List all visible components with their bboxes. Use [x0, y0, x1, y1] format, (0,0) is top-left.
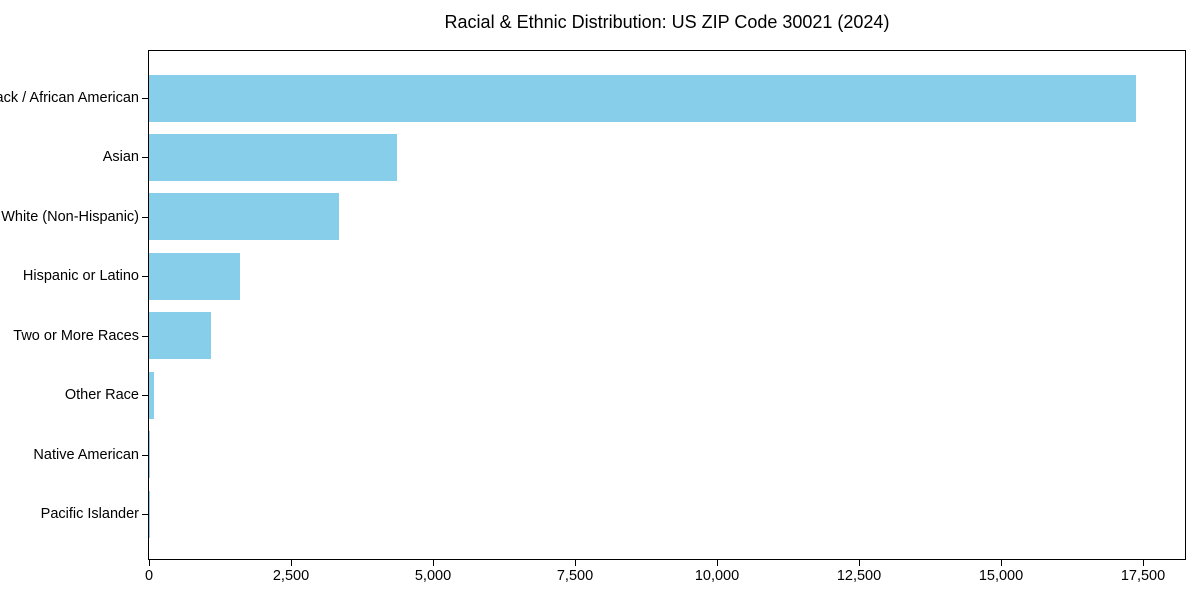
plot-area	[148, 50, 1186, 560]
bar-two-or-more-races	[149, 312, 211, 360]
x-tick-mark-5000	[433, 560, 434, 566]
bar-white-non-hispanic	[149, 193, 339, 241]
y-tick-mark-native-american	[142, 454, 148, 456]
x-tick-label-5000: 5,000	[414, 568, 452, 584]
y-tick-label-asian: Asian	[102, 149, 139, 166]
y-tick-mark-pacific-islander	[142, 514, 148, 515]
x-tick-mark-12500	[859, 560, 860, 566]
y-tick-mark-asian	[142, 157, 148, 159]
y-tick-mark-black-african-american	[142, 98, 148, 99]
x-tick-mark-10000	[717, 560, 718, 566]
y-tick-label-black-african-american: Black / African American	[0, 89, 139, 106]
x-tick-label-15000: 15,000	[978, 568, 1024, 584]
y-tick-label-pacific-islander: Pacific Islander	[40, 505, 139, 522]
bar-hispanic-or-latino	[149, 252, 240, 300]
bar-black-african-american	[149, 74, 1136, 122]
bar-other-race	[149, 371, 155, 419]
x-tick-label-10000: 10,000	[694, 568, 740, 584]
y-tick-mark-white-non-hispanic	[142, 216, 148, 218]
x-tick-label-7500: 7,500	[556, 568, 594, 584]
y-tick-mark-hispanic-or-latino	[142, 276, 148, 278]
y-tick-label-native-american: Native American	[33, 446, 139, 463]
x-tick-mark-0	[149, 560, 150, 566]
chart-title: Racial & Ethnic Distribution: US ZIP Cod…	[444, 12, 890, 32]
bar-asian	[149, 133, 398, 181]
bar-native-american	[149, 431, 151, 479]
x-tick-label-2500: 2,500	[272, 568, 310, 584]
y-tick-label-hispanic-or-latino: Hispanic or Latino	[22, 268, 139, 285]
x-tick-mark-7500	[575, 560, 576, 566]
y-tick-label-two-or-more-races: Two or More Races	[13, 327, 139, 344]
x-tick-mark-2500	[291, 560, 292, 566]
x-tick-mark-15000	[1001, 560, 1002, 566]
x-tick-mark-17500	[1143, 560, 1144, 566]
x-tick-label-12500: 12,500	[836, 568, 882, 584]
y-tick-mark-other-race	[142, 395, 148, 397]
x-tick-label-17500: 17,500	[1120, 568, 1166, 584]
y-tick-mark-two-or-more-races	[142, 335, 148, 337]
x-tick-label-0: 0	[144, 568, 154, 584]
y-tick-label-white-non-hispanic: White (Non-Hispanic)	[1, 208, 139, 225]
y-tick-label-other-race: Other Race	[64, 386, 139, 403]
